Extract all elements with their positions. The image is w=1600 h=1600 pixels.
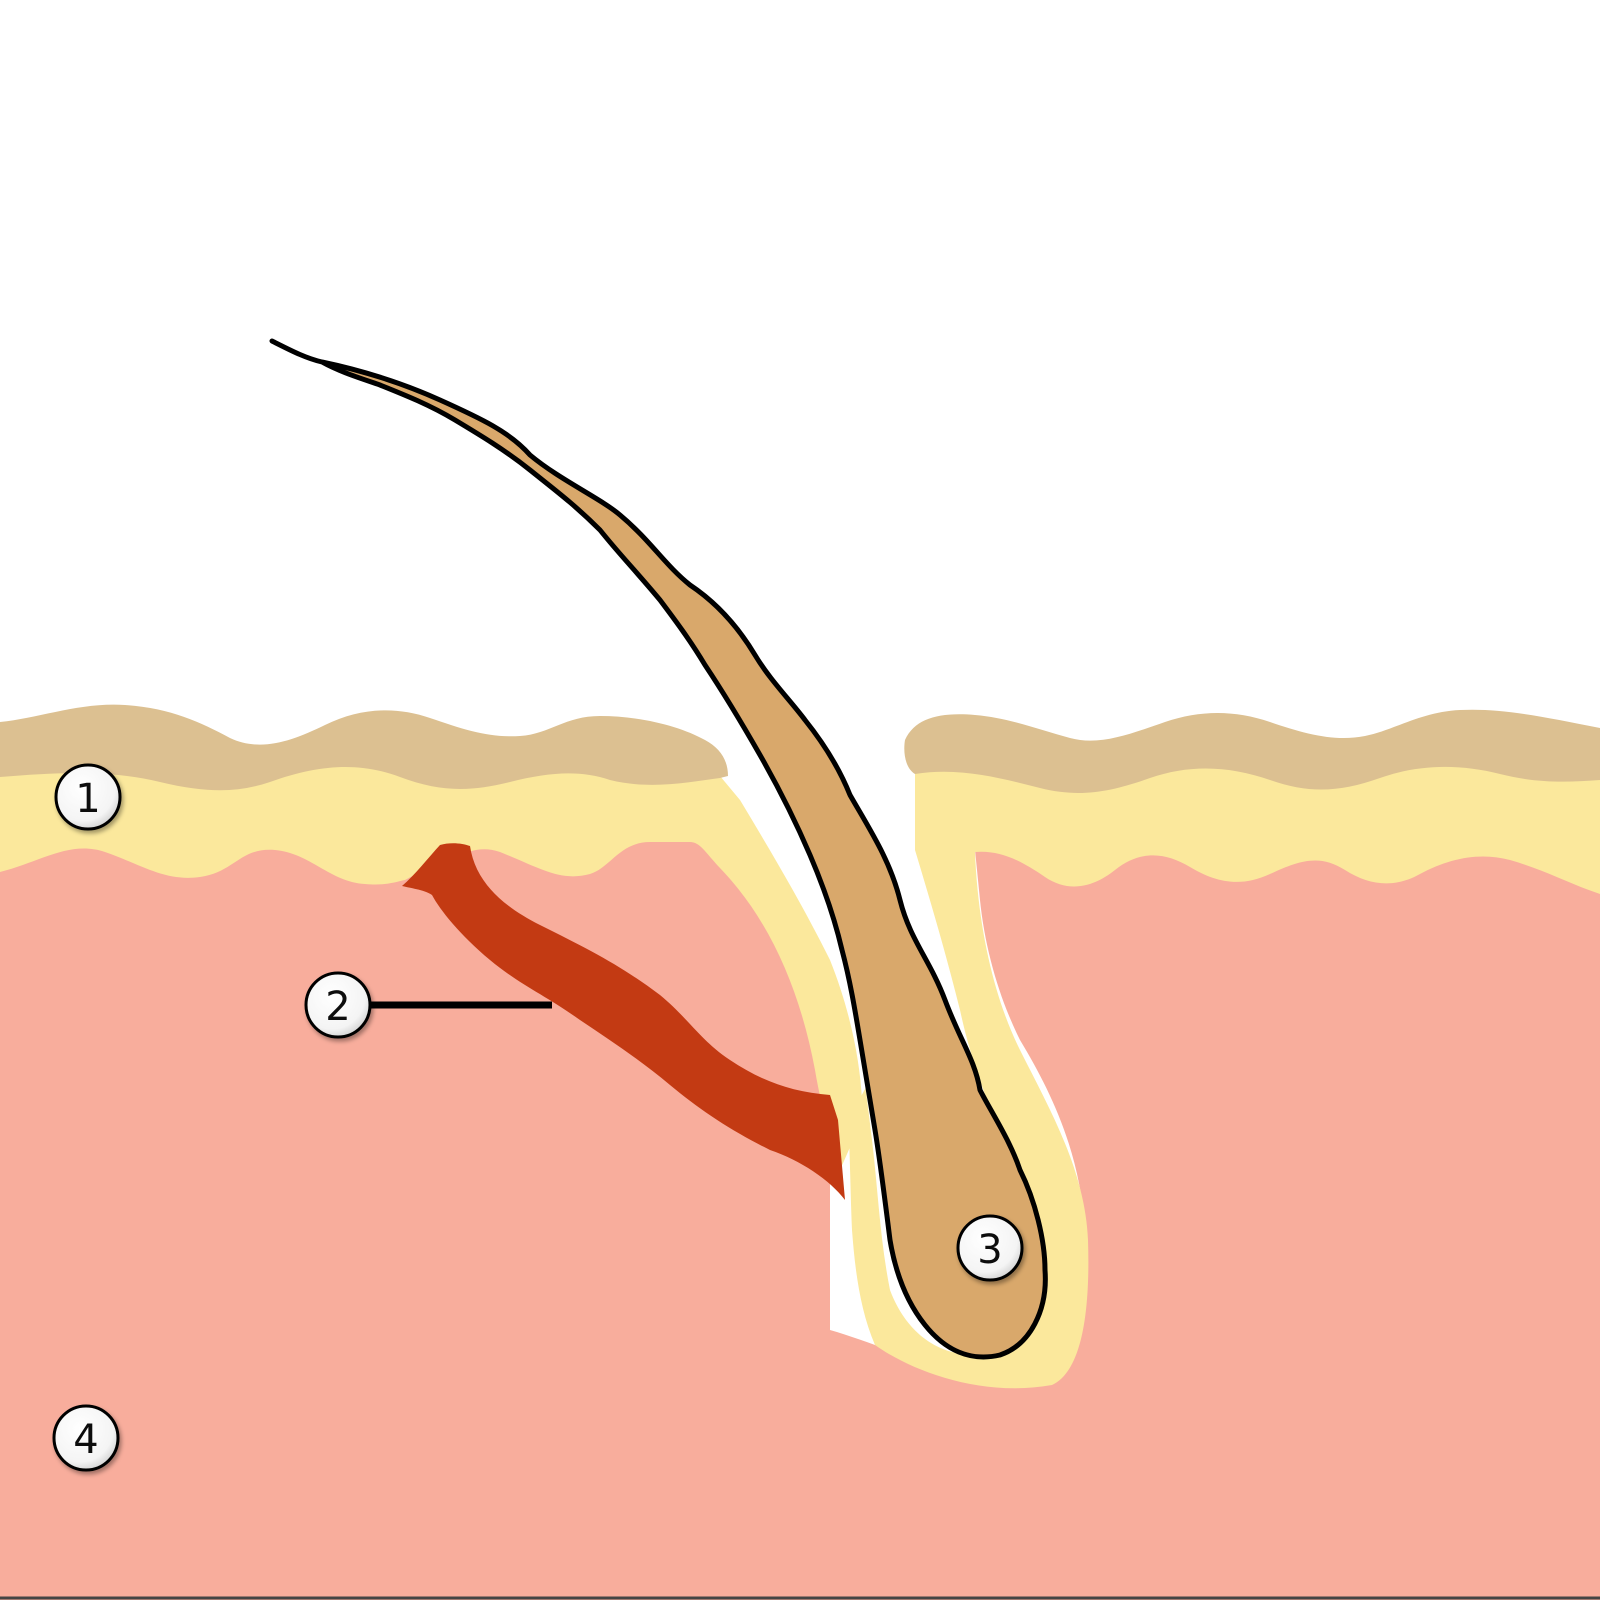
label-marker-4: 4 [54,1406,118,1470]
label-4-text: 4 [73,1417,98,1463]
label-marker-2: 2 [306,973,370,1037]
dermis-layer [0,838,830,1600]
label-3-text: 3 [977,1227,1002,1273]
label-marker-1: 1 [56,765,120,829]
label-marker-3: 3 [958,1216,1022,1280]
label-2-text: 2 [325,984,350,1030]
label-1-text: 1 [75,776,100,822]
